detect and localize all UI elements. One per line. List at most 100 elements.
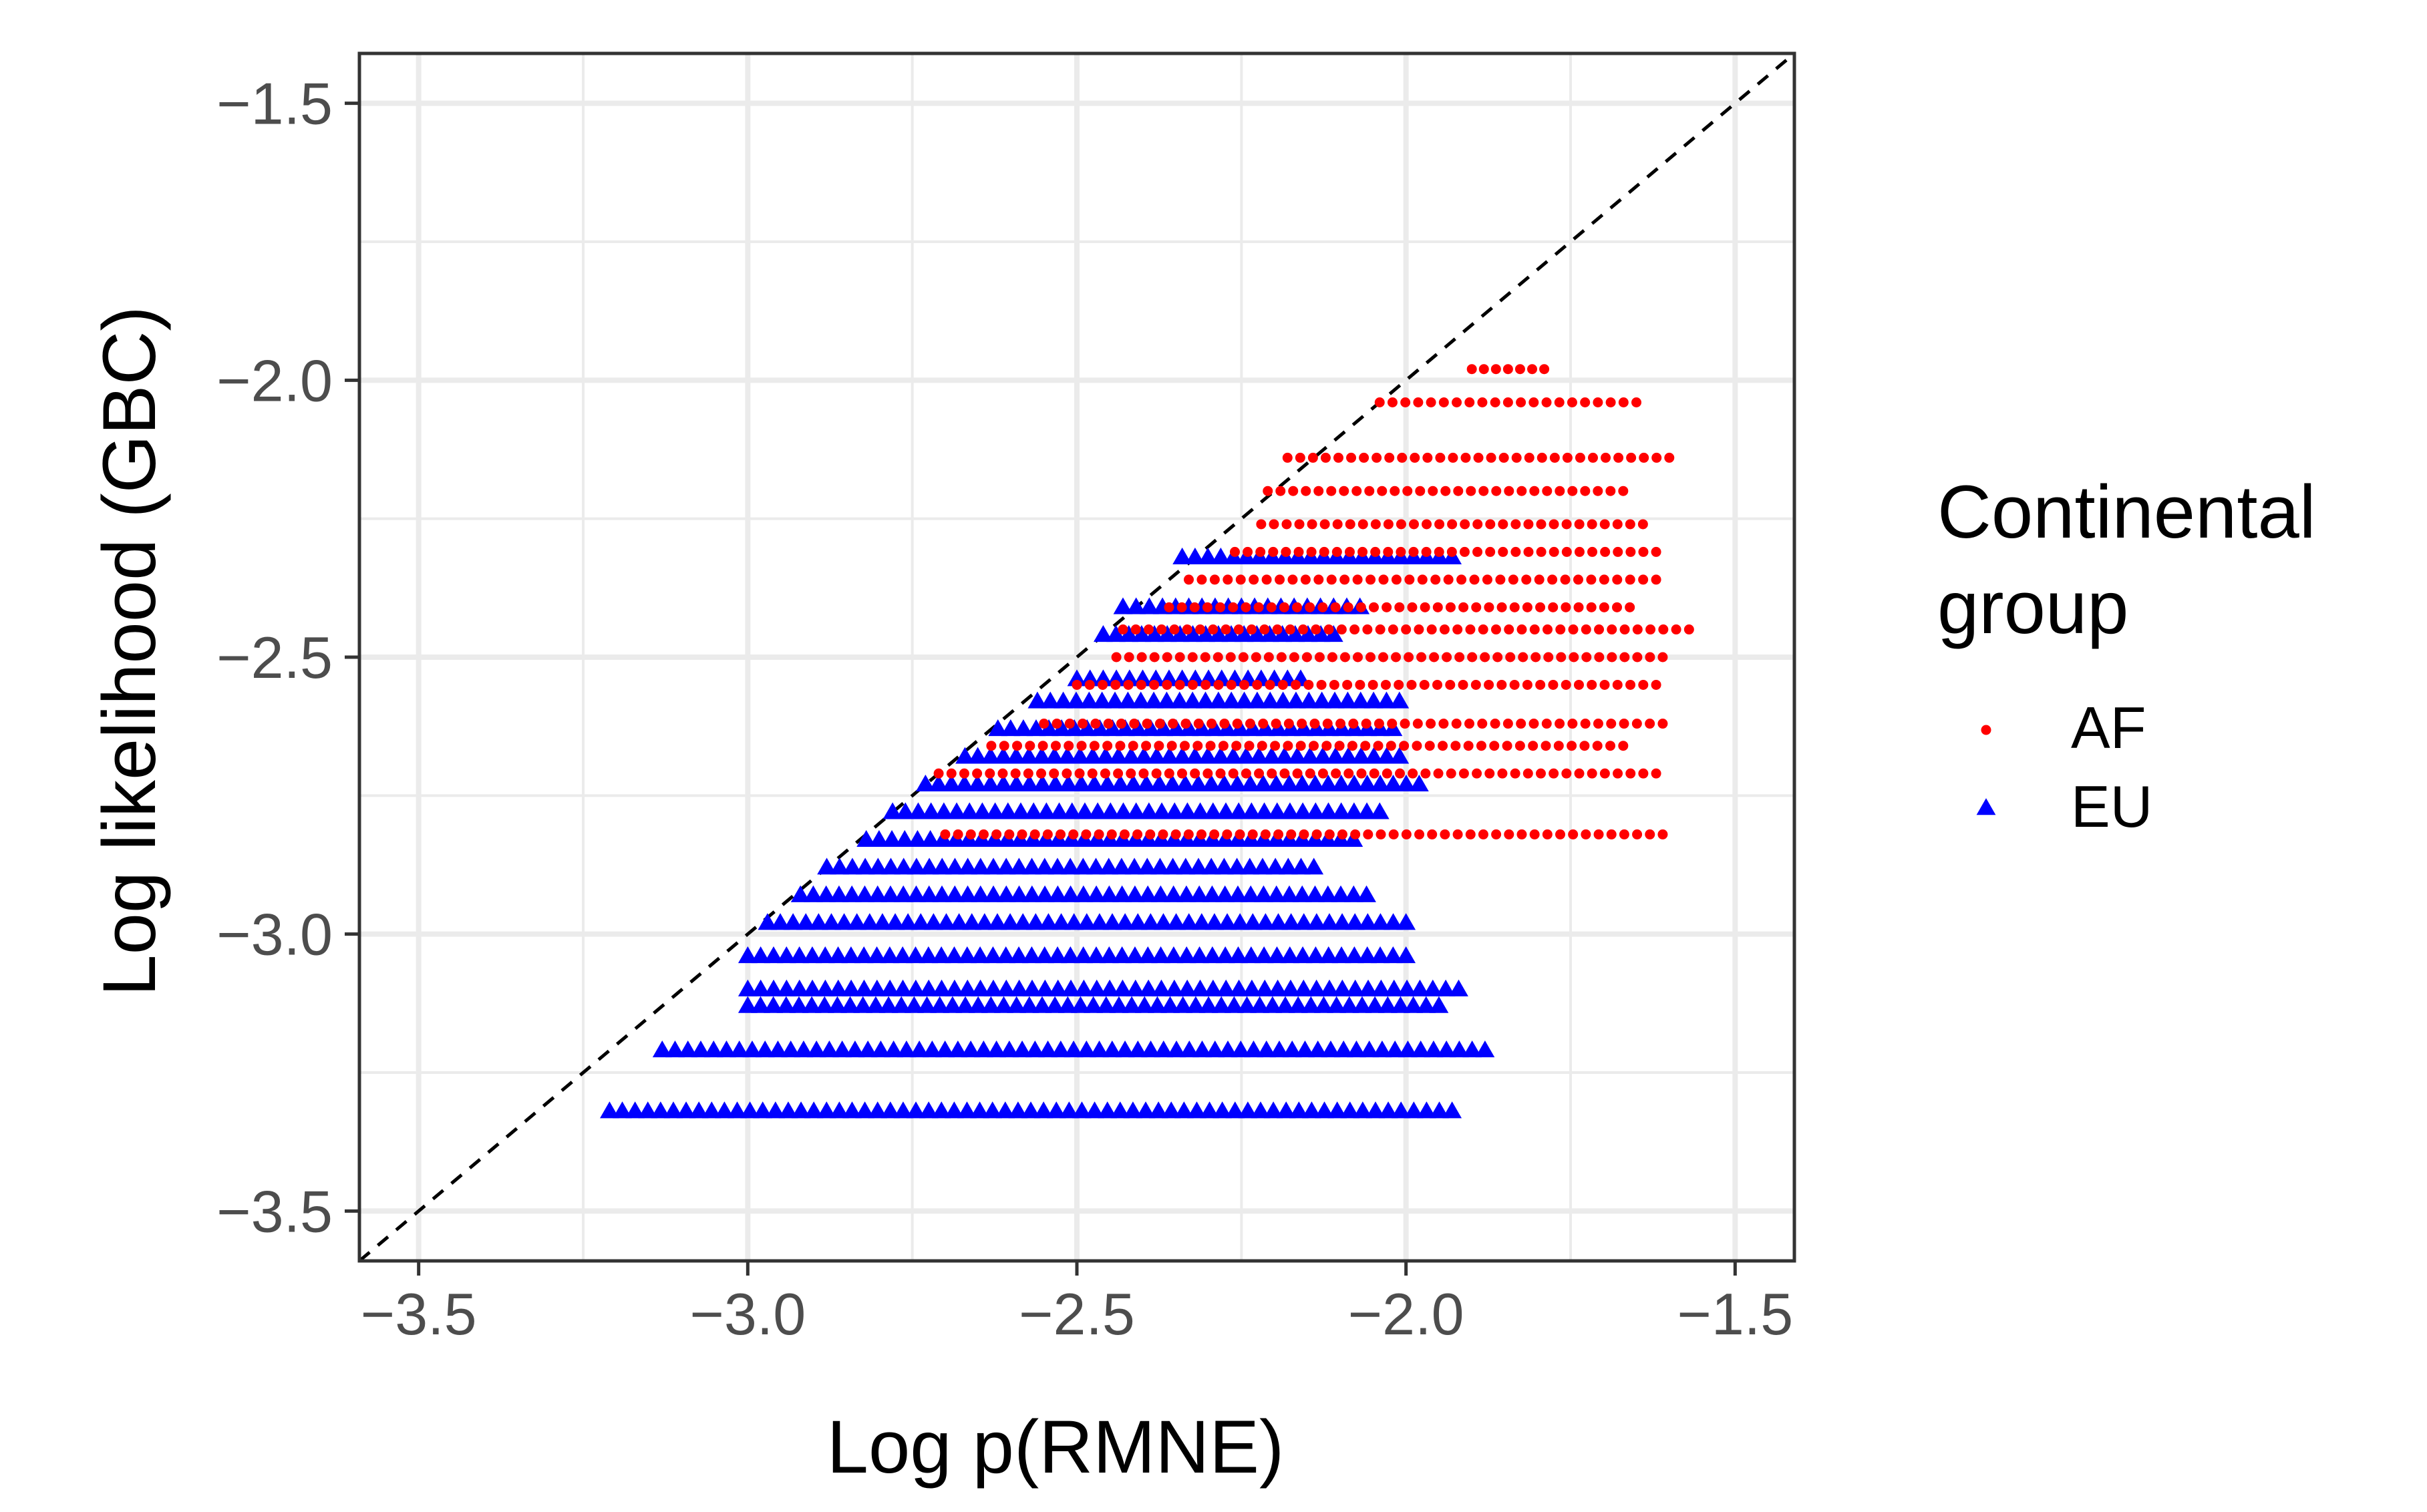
point-af <box>1319 546 1329 557</box>
point-af <box>1454 652 1465 663</box>
point-eu <box>1086 858 1106 875</box>
point-eu <box>1372 1041 1392 1058</box>
point-af <box>1184 574 1194 585</box>
point-af <box>1509 602 1520 612</box>
point-eu <box>1391 996 1410 1013</box>
point-af <box>1539 364 1550 375</box>
point-af <box>1382 768 1392 779</box>
point-af <box>1289 652 1299 663</box>
point-eu <box>1357 885 1376 902</box>
point-af <box>1229 546 1240 557</box>
point-af <box>1273 829 1284 839</box>
point-eu <box>1200 1101 1219 1119</box>
point-eu <box>1311 625 1331 642</box>
point-af <box>1317 602 1328 612</box>
point-af <box>1424 741 1435 751</box>
point-eu <box>1092 691 1112 709</box>
point-eu <box>1192 719 1212 737</box>
point-af <box>1477 719 1488 729</box>
point-eu <box>975 913 995 930</box>
point-eu <box>1339 996 1359 1013</box>
point-af <box>1319 519 1330 530</box>
point-eu <box>1021 1101 1041 1119</box>
point-eu <box>895 802 915 819</box>
point-eu <box>855 1101 875 1119</box>
point-af <box>1192 741 1203 751</box>
point-af <box>1087 768 1098 779</box>
point-eu <box>1241 774 1260 792</box>
point-eu <box>1196 625 1216 642</box>
point-af <box>1490 624 1501 635</box>
point-af <box>1395 768 1406 779</box>
point-eu <box>1242 979 1262 996</box>
point-eu <box>1391 1101 1411 1119</box>
point-af <box>1593 719 1603 729</box>
point-af <box>1241 602 1251 612</box>
point-eu <box>730 1041 750 1058</box>
point-eu <box>1182 691 1202 709</box>
point-af <box>1151 768 1162 779</box>
point-eu <box>625 1101 645 1119</box>
point-af <box>1438 719 1449 729</box>
point-af <box>1486 452 1496 463</box>
point-eu <box>1358 979 1378 996</box>
point-af <box>1593 397 1603 407</box>
point-af <box>1339 652 1350 663</box>
point-eu <box>1105 691 1125 709</box>
point-af <box>1374 397 1385 407</box>
point-af <box>1396 519 1406 530</box>
point-eu <box>790 979 810 996</box>
point-eu <box>1390 691 1410 709</box>
point-eu <box>937 913 956 930</box>
point-eu <box>1340 1101 1360 1119</box>
point-af <box>1581 652 1592 663</box>
point-eu <box>1088 802 1108 819</box>
point-af <box>1228 602 1239 612</box>
point-eu <box>834 913 854 930</box>
point-eu <box>1075 802 1095 819</box>
point-eu <box>802 946 822 964</box>
point-af <box>1625 546 1636 557</box>
point-eu <box>1442 1101 1462 1119</box>
point-af <box>999 741 1009 751</box>
point-eu <box>1210 547 1231 564</box>
point-eu <box>1185 747 1205 764</box>
point-af <box>1631 719 1642 729</box>
point-eu <box>742 1041 762 1058</box>
point-af <box>1226 679 1237 690</box>
point-eu <box>1114 802 1133 819</box>
point-af <box>1618 397 1629 407</box>
point-af <box>1287 574 1298 585</box>
point-eu <box>840 996 860 1013</box>
point-af <box>1317 768 1328 779</box>
point-eu <box>1300 747 1320 764</box>
point-eu <box>1102 719 1122 737</box>
point-af <box>1401 829 1412 839</box>
x-tick-label: −2.5 <box>1019 1281 1135 1347</box>
point-eu <box>1450 1041 1469 1058</box>
point-eu <box>638 1101 658 1119</box>
point-af <box>1651 768 1661 779</box>
point-af <box>1567 486 1578 496</box>
point-af <box>1541 397 1552 407</box>
point-af <box>1253 602 1264 612</box>
point-eu <box>1416 996 1436 1013</box>
point-af <box>1549 546 1559 557</box>
point-eu <box>906 946 925 964</box>
point-eu <box>1039 913 1058 930</box>
point-eu <box>1051 1041 1071 1058</box>
point-eu <box>1019 774 1039 792</box>
point-af <box>1300 574 1311 585</box>
point-af <box>1509 679 1520 690</box>
point-af <box>1301 652 1312 663</box>
point-eu <box>1125 885 1145 902</box>
point-eu <box>1331 946 1351 964</box>
point-eu <box>1080 669 1100 687</box>
point-af <box>1371 452 1382 463</box>
point-eu <box>1154 719 1174 737</box>
point-eu <box>1365 1101 1386 1119</box>
point-af <box>1412 741 1422 751</box>
point-af <box>997 768 1008 779</box>
point-af <box>1056 829 1066 839</box>
point-af <box>1333 452 1344 463</box>
